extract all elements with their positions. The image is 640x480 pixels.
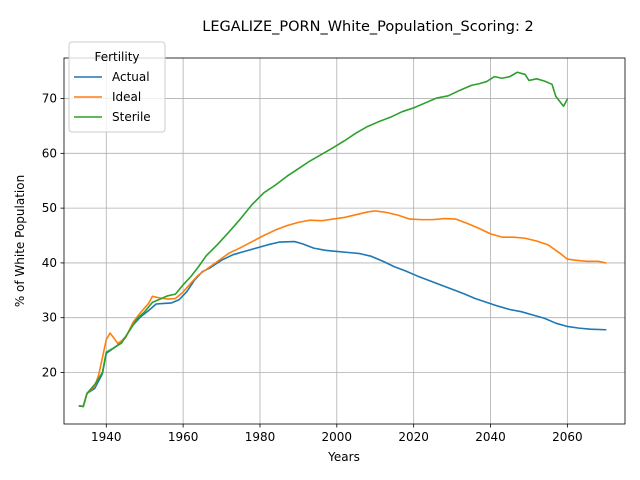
- y-tick-label: 30: [42, 311, 57, 325]
- chart-title: LEGALIZE_PORN_White_Population_Scoring: …: [202, 19, 533, 35]
- legend-title: Fertility: [94, 50, 139, 64]
- y-axis-label: % of White Population: [13, 175, 27, 307]
- series-layer: [78, 71, 607, 408]
- legend-entry: Ideal: [112, 90, 141, 104]
- y-tick-label: 50: [42, 201, 57, 215]
- plot-frame: [63, 57, 626, 425]
- y-tick-label: 20: [42, 365, 57, 379]
- series-line-actual: [78, 240, 607, 408]
- y-tick-label: 70: [42, 92, 57, 106]
- y-tick-label: 60: [42, 146, 57, 160]
- x-tick-label: 2020: [398, 430, 429, 444]
- x-tick-label: 2000: [322, 430, 353, 444]
- series-line-sterile: [78, 71, 569, 408]
- legend: Fertility Actual Ideal Sterile: [68, 41, 166, 133]
- y-tick-label: 40: [42, 256, 57, 270]
- grid-lines: [64, 58, 625, 424]
- legend-entry: Sterile: [112, 110, 151, 124]
- x-axis-label: Years: [327, 450, 360, 464]
- x-tick-label: 1960: [168, 430, 199, 444]
- x-tick-label: 1980: [245, 430, 276, 444]
- legend-entry: Actual: [112, 70, 150, 84]
- x-tick-label: 2060: [552, 430, 583, 444]
- x-tick-label: 1940: [91, 430, 122, 444]
- y-axis: 20 30 40 50 60 70: [42, 92, 64, 379]
- x-tick-label: 2040: [475, 430, 506, 444]
- legend-box: [68, 41, 166, 133]
- series-line-ideal: [78, 210, 607, 408]
- x-axis: 1940 1960 1980 2000 2020 2040 2060: [91, 424, 583, 444]
